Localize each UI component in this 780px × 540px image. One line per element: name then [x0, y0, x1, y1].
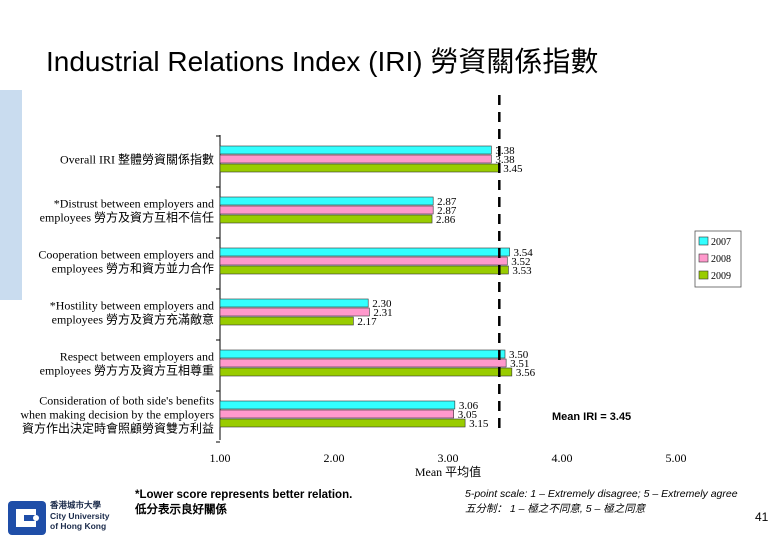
- mean-reference-label: Mean IRI = 3.45: [552, 411, 631, 423]
- university-name-line1: City University: [50, 510, 110, 521]
- legend-swatch-2008: [698, 253, 709, 263]
- x-tick-label: 5.00: [666, 451, 687, 465]
- bar-2008-3: [219, 307, 370, 317]
- category-label: employees 勞方方及資方互相尊重: [40, 363, 214, 378]
- footnote-chinese: 低分表示良好關係: [135, 504, 227, 516]
- bar-2008-5: [219, 409, 454, 419]
- bar-2007-0: [219, 145, 492, 155]
- category-label: *Hostility between employers and: [50, 299, 214, 313]
- bar-value-label: 3.06: [459, 400, 479, 412]
- bar-value-label: 3.15: [469, 418, 489, 430]
- university-name-line2: of Hong Kong: [50, 521, 107, 531]
- x-tick-label: 3.00: [438, 451, 459, 465]
- category-label: employees 勞方及資方充滿敵意: [52, 312, 214, 327]
- footnote: *Lower score represents better relation.…: [135, 488, 352, 518]
- bar-2007-3: [219, 298, 369, 308]
- bar-value-label: 3.56: [516, 367, 536, 379]
- bar-value-label: 3.51: [510, 358, 529, 370]
- university-name-chinese: 香港城市大學: [50, 500, 102, 510]
- category-label: Consideration of both side's benefits: [39, 394, 214, 408]
- legend-swatch-2007: [698, 236, 709, 246]
- scale-note: 5-point scale: 1 – Extremely disagree; 5…: [465, 487, 738, 517]
- category-label: employees 勞方及資方互相不信任: [40, 210, 214, 225]
- bar-2007-1: [219, 196, 434, 206]
- page-number: 41: [755, 510, 769, 524]
- bar-value-label: 3.45: [503, 163, 523, 175]
- x-tick-label: 1.00: [210, 451, 231, 465]
- bar-2007-2: [219, 247, 510, 257]
- legend-label-2007: 2007: [711, 237, 731, 248]
- category-label: Cooperation between employers and: [38, 248, 214, 262]
- bar-value-label: 2.30: [372, 298, 392, 310]
- category-label: employees 勞方和資方並力合作: [52, 261, 214, 276]
- legend-swatch-2009: [698, 270, 709, 280]
- bar-2009-3: [219, 316, 354, 326]
- scale-note-english: 5-point scale: 1 – Extremely disagree; 5…: [465, 488, 738, 500]
- cityu-logo-icon: [8, 501, 46, 535]
- category-label: Overall IRI 整體勞資關係指數: [60, 152, 214, 167]
- bar-value-label: 3.53: [512, 265, 532, 277]
- bar-2009-4: [219, 367, 513, 377]
- category-label: when making decision by the employers: [20, 408, 214, 422]
- x-tick-label: 2.00: [324, 451, 345, 465]
- bar-value-label: 2.87: [437, 196, 457, 208]
- bar-2007-4: [219, 349, 506, 359]
- legend-label-2009: 2009: [711, 271, 731, 282]
- bar-2008-0: [219, 154, 492, 164]
- bar-2009-2: [219, 265, 509, 275]
- footnote-english: *Lower score represents better relation.: [135, 489, 353, 501]
- bar-2009-0: [219, 163, 500, 173]
- bar-value-label: 2.31: [373, 307, 392, 319]
- bar-2007-5: [219, 400, 456, 410]
- page-title: Industrial Relations Index (IRI) 勞資關係指數: [46, 46, 599, 77]
- x-tick-label: 4.00: [552, 451, 573, 465]
- bar-value-label: 3.05: [458, 409, 478, 421]
- decorative-side-bar: [0, 90, 22, 300]
- bar-value-label: 3.50: [509, 349, 529, 361]
- bar-value-label: 2.87: [437, 205, 457, 217]
- bar-value-label: 2.86: [436, 214, 456, 226]
- bar-value-label: 3.52: [511, 256, 530, 268]
- bar-2009-1: [219, 214, 433, 224]
- legend-label-2008: 2008: [711, 254, 731, 265]
- bar-2008-2: [219, 256, 508, 266]
- bar-2008-1: [219, 205, 434, 215]
- category-label: 資方作出決定時會照顧勞資雙方利益: [22, 421, 214, 436]
- bar-2009-5: [219, 418, 466, 428]
- bar-value-label: 3.54: [514, 247, 534, 259]
- category-label: *Distrust between employers and: [54, 197, 214, 211]
- x-axis-title: Mean 平均值: [415, 464, 481, 479]
- bar-2008-4: [219, 358, 507, 368]
- bar-value-label: 2.17: [357, 316, 377, 328]
- university-name: 香港城市大學 City University of Hong Kong: [50, 500, 110, 532]
- scale-note-chinese: 五分制： 1 – 極之不同意, 5 – 極之同意: [465, 503, 646, 515]
- category-label: Respect between employers and: [60, 350, 214, 364]
